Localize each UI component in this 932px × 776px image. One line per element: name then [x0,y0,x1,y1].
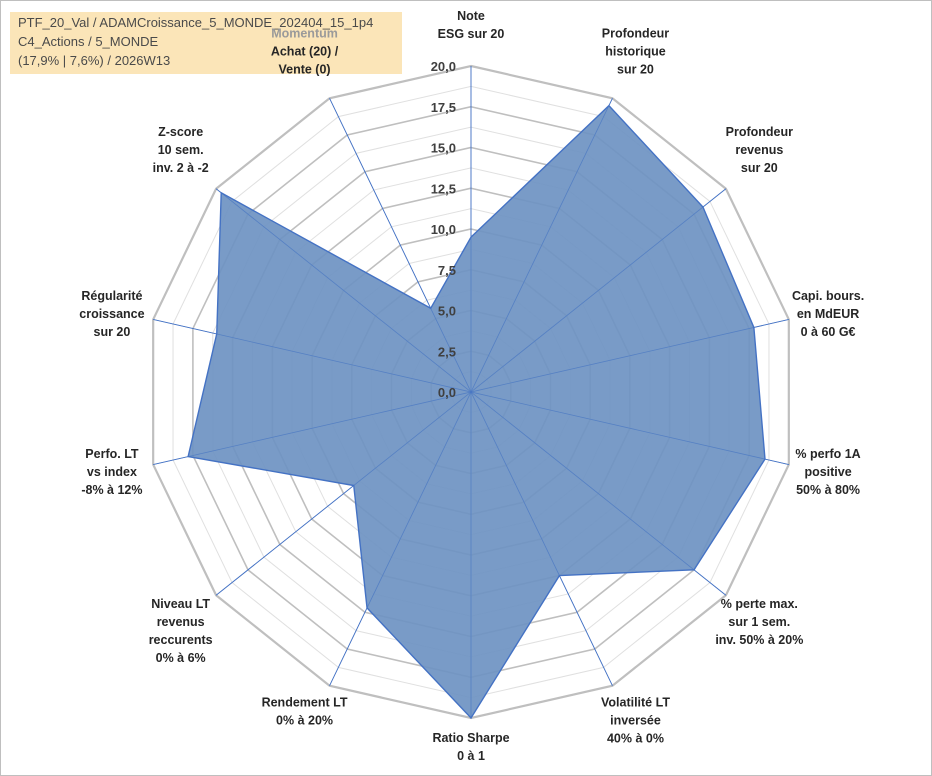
axis-label-line: inv. 2 à -2 [153,161,209,175]
spoke-line-overlay [153,319,472,393]
axis-label-line: Perfo. LT [85,447,139,461]
axis-label-line: historique [605,44,665,58]
axis-label-line: Profondeur [726,125,793,139]
axis-label-line: revenus [157,615,205,629]
info-box: PTF_20_Val / ADAMCroissance_5_MONDE_2024… [10,12,402,74]
spoke-line-overlay [329,98,472,393]
axis-label-line: en MdEUR [797,307,860,321]
axis-label-line: Régularité [81,289,142,303]
axis-label-line: ESG sur 20 [438,27,505,41]
axis-label-line: Rendement LT [262,696,348,710]
axis-label-line: revenus [735,143,783,157]
axis-label: Note ESG sur 20 [438,9,505,41]
tick-label: 2,5 [438,344,456,359]
axis-label-line: 0 à 1 [457,749,485,763]
axis-label-line: positive [804,465,851,479]
axis-label-line: Momentum [271,26,338,40]
info-line-category: C4_Actions / 5_MONDE [18,34,159,49]
axis-label-line: sur 1 sem. [728,615,790,629]
axis-label-line: Niveau LT [151,597,210,611]
axis-label: Z-score 10 sem. inv. 2 à -2 [153,125,209,175]
tick-label: 12,5 [431,181,456,196]
axis-label-line: Achat (20) / [271,44,339,58]
spoke-line-overlay [470,391,727,596]
axis-label: Profondeur revenus sur 20 [726,125,793,175]
tick-label: 17,5 [431,100,456,115]
tick-label: 0,0 [438,385,456,400]
spoke-line-overlay [215,188,472,393]
tick-label: 10,0 [431,222,456,237]
axis-label: Profondeur historique sur 20 [602,26,669,76]
axis-label: Capi. bours. en MdEUR 0 à 60 G€ [792,289,864,339]
spoke-line-overlay [470,391,789,465]
axis-label-line: sur 20 [94,325,131,339]
tick-label: 5,0 [438,304,456,319]
axis-label-line: -8% à 12% [81,483,142,497]
axis-label: Perfo. LT vs index -8% à 12% [81,447,142,497]
spoke-line-overlay [470,391,613,686]
spoke-line-overlay [470,319,789,393]
axis-label-line: reccurents [149,633,213,647]
axis-label-line: sur 20 [741,161,778,175]
axis-label-line: Profondeur [602,26,669,40]
spoke-line-overlay [153,391,472,465]
axis-label-line: Capi. bours. [792,289,864,303]
axis-label-line: 0% à 20% [276,714,333,728]
info-line-stats: (17,9% | 7,6%) / 2026W13 [18,53,171,68]
axis-label-line: 40% à 0% [607,732,664,746]
axis-label-line: Vente (0) [278,62,330,76]
axis-label-line: % perfo 1A [795,447,860,461]
axis-label-line: 10 sem. [158,143,204,157]
axis-label-line: vs index [87,465,137,479]
axis-label-line: inversée [610,714,661,728]
tick-label: 7,5 [438,263,456,278]
spoke-line-overlay [470,188,727,393]
axis-label-line: Volatilité LT [601,696,670,710]
axis-label-line: 0 à 60 G€ [801,325,856,339]
radar-series [153,66,789,720]
axis-label-line: 0% à 6% [156,651,206,665]
tick-label: 15,0 [431,141,456,156]
info-line-portfolio: PTF_20_Val / ADAMCroissance_5_MONDE_2024… [18,15,374,30]
axis-label-line: Z-score [158,125,203,139]
series-area [187,104,766,720]
axis-label: Régularité croissance sur 20 [79,289,144,339]
radar-ticks: 0,0 2,5 5,0 7,5 10,0 12,5 15,0 17,5 20,0 [431,59,456,400]
axis-label-line: inv. 50% à 20% [715,633,803,647]
axis-label-line: Note [457,9,485,23]
axis-label: % perte max. sur 1 sem. inv. 50% à 20% [715,597,803,647]
axis-label: % perfo 1A positive 50% à 80% [795,447,860,497]
axis-label: Volatilité LT inversée 40% à 0% [601,696,670,746]
axis-label: Momentum Achat (20) / Vente (0) [271,26,339,76]
axis-label: Ratio Sharpe 0 à 1 [432,731,509,763]
axis-label: Rendement LT 0% à 20% [262,696,348,728]
spoke-line-overlay [329,391,472,686]
axis-label-line: 50% à 80% [796,483,860,497]
radar-axis-labels: Note ESG sur 20 Profondeur historique sur 20… [79,9,864,763]
tick-label: 20,0 [431,59,456,74]
axis-label-line: sur 20 [617,62,654,76]
axis-label: Niveau LT revenus reccurents 0% à 6% [149,597,213,665]
axis-label-line: % perte max. [721,597,798,611]
spoke-line-overlay [470,98,613,393]
spoke-line-overlay [215,391,472,596]
axis-label-line: Ratio Sharpe [432,731,509,745]
axis-label-line: croissance [79,307,144,321]
